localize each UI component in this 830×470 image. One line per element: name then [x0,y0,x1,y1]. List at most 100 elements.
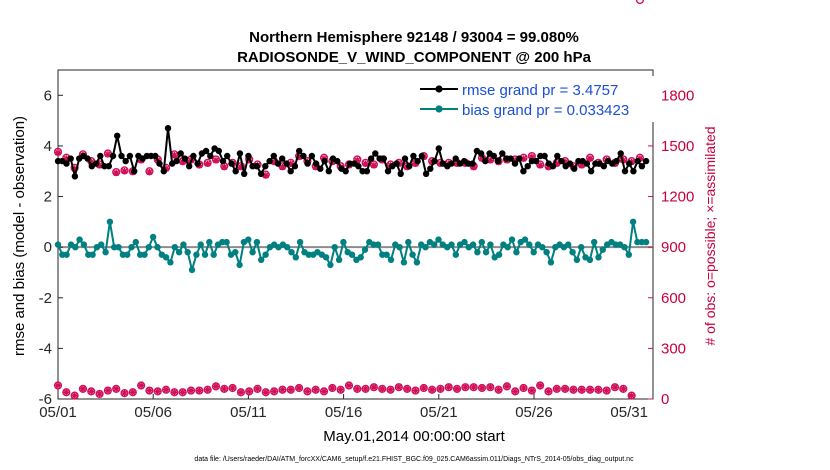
legend-box [416,76,654,122]
count-assimilated-marker [112,169,120,177]
rmse-point [312,160,320,167]
bias-point [223,238,230,246]
count-low-assimilated-marker [287,386,294,393]
count-low-possible-marker [203,385,212,394]
x-tick-label: 05/11 [230,404,266,421]
count-low-possible-marker [328,383,337,393]
count-low-possible-marker [552,384,561,393]
count-low-possible-marker [461,383,470,392]
rmse-point [532,157,540,165]
rmse-point [600,163,607,170]
rmse-point [363,168,371,175]
count-low-possible-marker [502,382,512,391]
bias-point [422,244,429,251]
count-low-assimilated-marker [570,386,577,393]
rmse-point [236,150,244,157]
count-assimilated-marker [63,155,70,162]
x-tick-label: 05/16 [325,404,363,421]
rmse-point [571,165,578,172]
count-low-assimilated-marker [337,386,344,393]
bias-point [578,244,585,251]
count-assimilated-marker [512,157,519,164]
count-assimilated-marker [104,151,112,158]
rmse-point [427,165,434,172]
rmse-point [253,163,261,170]
bias-point [236,261,243,269]
bias-point [132,238,139,246]
count-low-assimilated-marker [221,385,228,393]
bias-point [482,249,490,256]
rmse-point [300,152,307,160]
count-low-assimilated-marker [279,386,286,393]
legend-rmse-marker [435,85,443,93]
bias-point [629,218,637,225]
y2-tick-label: 1800 [661,87,694,104]
rmse-point [118,152,125,160]
rmse-point [418,152,426,160]
rmse-point [173,157,180,165]
rmse-point [482,157,489,165]
bias-point [322,254,330,261]
bias-point [409,251,416,258]
legend-bias-marker [435,105,443,113]
count-low-possible-marker [303,387,312,396]
legend-rmse-label: rmse grand pr = 3.4757 [462,82,618,99]
rmse-point [520,168,527,175]
bias-point [508,236,516,243]
x-tick-label: 05/01 [39,404,77,421]
bias-point [625,251,632,258]
count-low-assimilated-marker [445,383,452,391]
bias-point [621,244,628,251]
bias-point [184,249,191,256]
count-low-possible-marker [602,386,611,395]
y2-tick-label: 1200 [661,189,694,206]
count-low-possible-marker [62,388,71,397]
count-assimilated-marker [279,163,286,171]
bias-point [232,249,239,256]
count-low-assimilated-marker [104,387,112,394]
rmse-point [321,157,328,165]
count-low-possible-marker [594,385,603,394]
rmse-point [308,152,316,160]
rmse-point [384,168,392,175]
count-low-possible-marker [95,389,104,399]
count-low-possible-marker [369,383,379,392]
rmse-point [266,157,273,165]
bias-point [193,251,200,258]
count-low-possible-marker [137,381,146,390]
rmse-point [156,160,163,167]
rmse-point [634,157,641,165]
bias-point [504,244,511,251]
bias-point [374,241,382,248]
rmse-point [325,168,332,175]
count-low-assimilated-marker [320,388,328,395]
count-low-assimilated-marker [428,386,436,393]
bias-point [431,241,438,248]
bias-point [348,251,356,258]
count-low-assimilated-marker [329,384,336,392]
bias-point [543,249,550,256]
bias-point [245,236,252,243]
y-tick-label: -2 [39,290,52,307]
rmse-point [71,173,79,180]
count-low-possible-marker [336,385,345,394]
y2-axis-label: # of obs: o=possible; ×=assimilated [702,126,718,345]
count-low-assimilated-marker [162,386,170,393]
y-tick-label: 0 [44,239,52,256]
bias-point [249,249,256,256]
x-tick-label: 05/31 [610,404,648,421]
count-low-possible-marker [577,385,586,394]
y2-axis-ticks: 0 300 600 900 1200 1500 1800 [648,87,694,408]
rmse-point [84,155,91,162]
count-low-assimilated-marker [187,387,195,394]
bias-point [292,254,299,261]
bias-point [487,241,494,248]
count-low-assimilated-marker [387,386,394,393]
bias-point [448,241,455,248]
count-assimilated-marker [295,153,303,161]
count-low-possible-marker [561,384,570,393]
count-assimilated-marker [54,149,62,156]
count-assimilated-marker [96,162,103,169]
count-assimilated-marker [520,155,527,162]
bias-point [547,259,555,266]
